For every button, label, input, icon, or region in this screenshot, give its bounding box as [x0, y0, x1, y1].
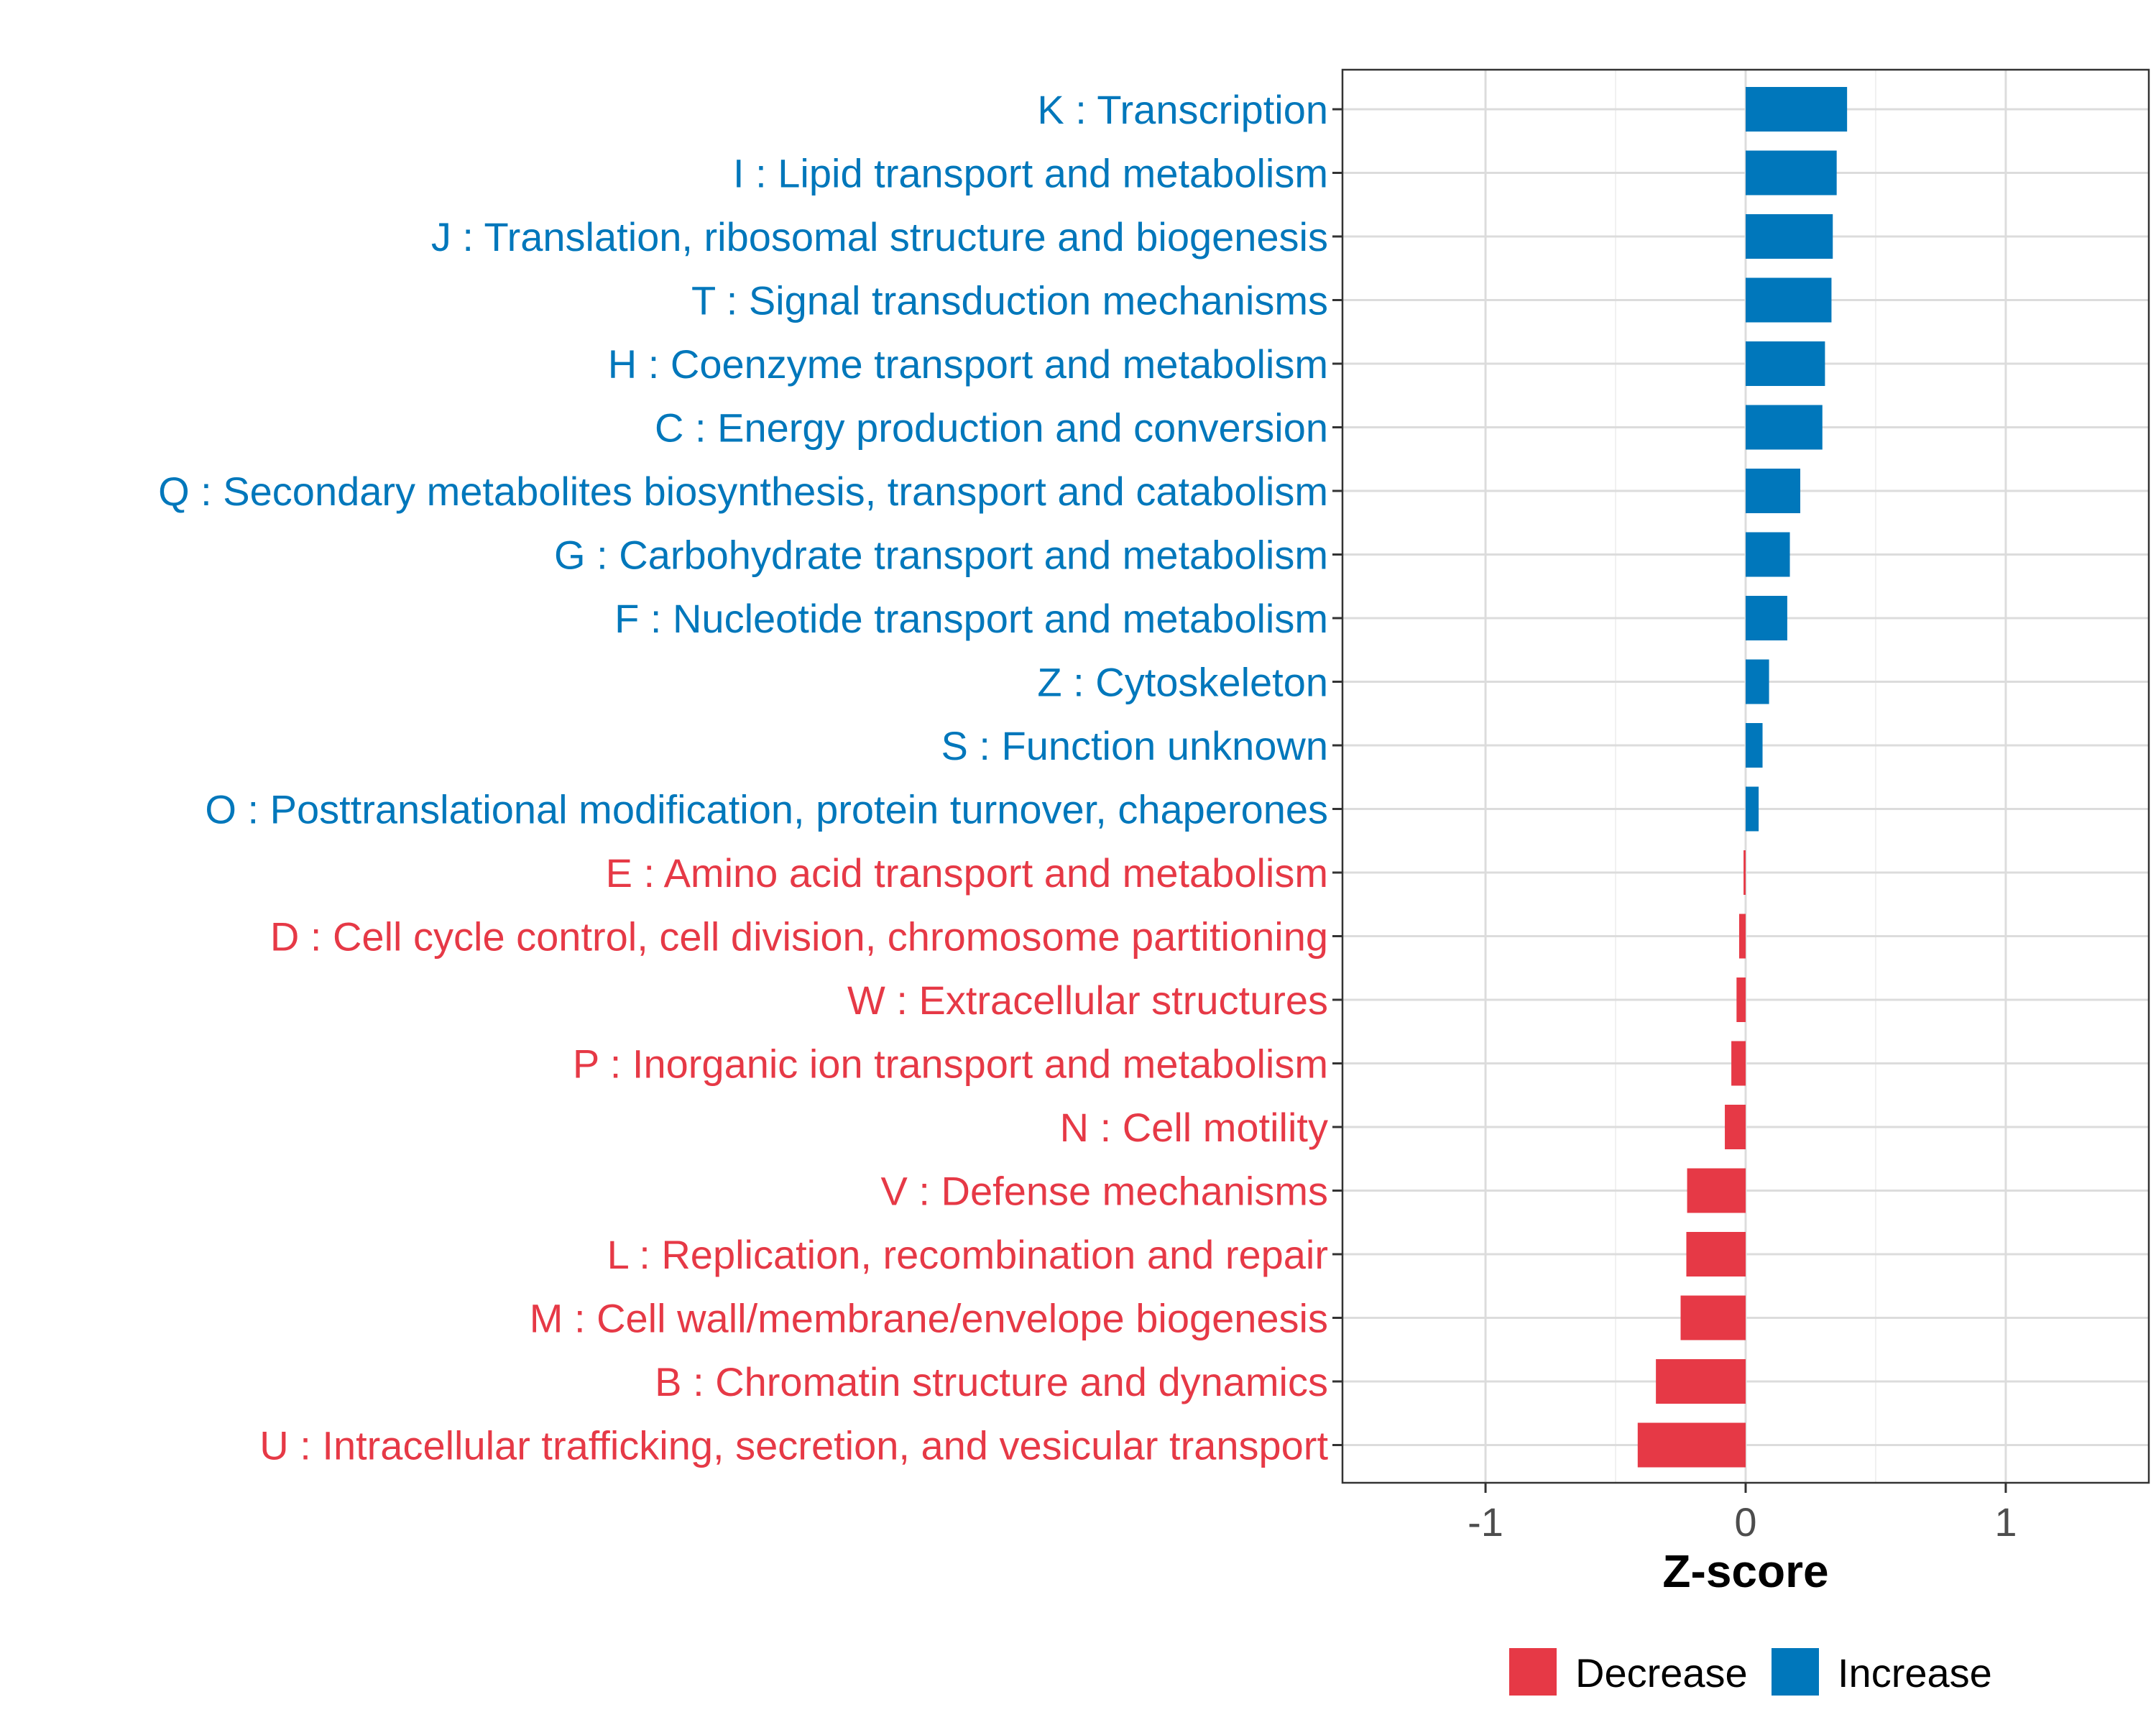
legend-label-increase: Increase: [1838, 1650, 1992, 1696]
bar: [1746, 277, 1832, 323]
category-label: H : Coenzyme transport and metabolism: [608, 341, 1328, 387]
x-tick-label: 1: [1994, 1499, 2017, 1545]
legend-swatch-increase: [1772, 1648, 1819, 1696]
x-axis-title: Z-score: [1662, 1545, 1828, 1597]
category-label: D : Cell cycle control, cell division, c…: [270, 914, 1328, 960]
bars: [1637, 87, 1848, 1468]
category-label: J : Translation, ribosomal structure and…: [431, 214, 1328, 259]
legend-swatch-decrease: [1509, 1648, 1557, 1696]
bar: [1746, 723, 1763, 768]
category-label: I : Lipid transport and metabolism: [733, 151, 1328, 196]
category-label: V : Defense mechanisms: [881, 1169, 1328, 1214]
bar: [1746, 786, 1759, 832]
x-axis-ticks: -1 0 1: [1468, 1483, 2017, 1545]
category-label: O : Posttranslational modification, prot…: [205, 787, 1328, 832]
category-label: U : Intracellular trafficking, secretion…: [259, 1423, 1328, 1468]
bar: [1746, 659, 1769, 704]
bar: [1680, 1295, 1746, 1340]
bar: [1738, 914, 1746, 959]
bar: [1656, 1359, 1746, 1404]
category-label: M : Cell wall/membrane/envelope biogenes…: [530, 1296, 1328, 1341]
category-label: N : Cell motility: [1060, 1105, 1328, 1150]
legend: Decrease Increase: [1509, 1648, 1992, 1696]
y-axis-labels: K : Transcription I : Lipid transport and…: [158, 87, 1328, 1468]
category-label: Q : Secondary metabolites biosynthesis, …: [158, 469, 1328, 514]
x-tick-label: 0: [1734, 1499, 1756, 1545]
category-label: P : Inorganic ion transport and metaboli…: [573, 1041, 1328, 1087]
y-axis-ticks: [1332, 108, 1342, 1446]
category-label: B : Chromatin structure and dynamics: [655, 1359, 1328, 1404]
bar: [1746, 150, 1837, 196]
category-label: S : Function unknown: [941, 723, 1328, 768]
bar: [1686, 1232, 1746, 1276]
bar: [1746, 596, 1787, 640]
bar: [1746, 532, 1790, 577]
category-label: L : Replication, recombination and repai…: [607, 1232, 1328, 1277]
bar: [1746, 405, 1823, 450]
category-label: W : Extracellular structures: [847, 978, 1328, 1023]
bar: [1746, 214, 1833, 259]
bar: [1746, 469, 1801, 513]
bar: [1731, 1041, 1746, 1086]
bar: [1736, 978, 1746, 1022]
category-label: C : Energy production and conversion: [655, 405, 1328, 451]
bar: [1746, 341, 1825, 386]
category-label: E : Amino acid transport and metabolism: [606, 850, 1328, 896]
legend-label-decrease: Decrease: [1575, 1650, 1748, 1696]
bar: [1746, 87, 1848, 132]
bar: [1637, 1422, 1746, 1468]
bar: [1725, 1105, 1746, 1149]
category-label: T : Signal transduction mechanisms: [691, 278, 1328, 323]
bar: [1687, 1168, 1746, 1213]
category-label: F : Nucleotide transport and metabolism: [614, 596, 1328, 641]
category-label: K : Transcription: [1037, 87, 1328, 132]
category-label: G : Carbohydrate transport and metabolis…: [554, 533, 1328, 578]
bar: [1743, 850, 1746, 895]
category-label: Z : Cytoskeleton: [1037, 660, 1328, 705]
x-tick-label: -1: [1468, 1499, 1503, 1545]
